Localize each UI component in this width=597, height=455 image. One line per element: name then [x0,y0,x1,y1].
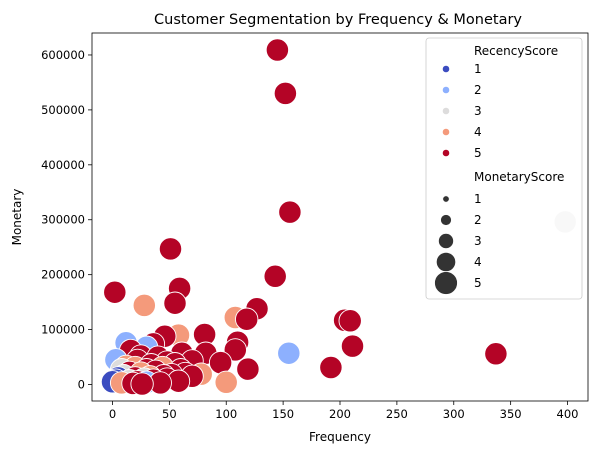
y-tick-label: 500000 [41,103,85,117]
data-point [158,237,183,261]
data-point [103,280,127,304]
legend-size-marker [442,195,450,203]
legend-box [425,37,583,300]
y-tick-label: 0 [78,378,85,392]
y-axis-ticks: 0 100000 200000 300000 400000 500000 600000 [41,48,92,392]
x-tick-label: 350 [500,407,522,421]
legend-hue-entries: 1 2 3 4 5 [442,62,482,160]
data-point [319,355,343,380]
legend-hue-marker [442,86,450,94]
legend-hue-marker [442,149,450,157]
legend-size-marker [434,271,458,295]
x-tick-label: 400 [557,407,579,421]
x-axis-label: Frequency [309,430,371,444]
legend-hue-marker [442,107,450,115]
legend-size-label: 3 [474,234,482,248]
legend-hue-label: 1 [474,62,482,76]
data-point [273,81,298,106]
data-point [163,291,187,315]
legend-hue-label: 3 [474,104,482,118]
legend-size-marker [438,233,454,249]
legend-size-label: 1 [474,192,482,206]
x-tick-label: 100 [215,407,237,421]
legend-hue-label: 2 [474,83,482,97]
x-tick-label: 150 [272,407,294,421]
data-point [278,200,302,224]
x-tick-label: 0 [109,407,116,421]
legend-hue-title: RecencyScore [474,44,558,58]
legend-hue-marker [442,65,450,73]
data-point [338,309,362,333]
y-tick-label: 400000 [41,158,85,172]
x-tick-label: 200 [329,407,351,421]
chart-title: Customer Segmentation by Frequency & Mon… [154,12,522,28]
x-axis-ticks: 0 50 100 150 200 250 300 350 400 [109,401,579,421]
data-point [214,370,238,394]
data-point [208,350,233,375]
x-tick-label: 250 [386,407,408,421]
points-layer [100,38,577,396]
data-point [277,341,301,365]
legend-hue-label: 4 [474,125,482,139]
data-point [340,334,365,358]
y-tick-label: 600000 [41,48,85,62]
x-tick-label: 300 [443,407,465,421]
legend-size-label: 5 [474,276,482,290]
data-point [130,372,154,396]
y-axis-label: Monetary [10,189,24,246]
y-tick-label: 300000 [41,213,85,227]
legend: RecencyScore 1 2 3 4 5 MonetaryScore 1 2 3 4 5 [425,37,583,300]
data-point [236,357,260,381]
data-point [265,38,290,62]
legend-hue-label: 5 [474,146,482,160]
legend-size-label: 2 [474,213,482,227]
legend-size-marker [440,214,452,226]
legend-size-entries: 1 2 3 4 5 [434,192,482,295]
y-tick-label: 100000 [41,323,85,337]
data-point [484,342,508,366]
legend-size-label: 4 [474,255,482,269]
data-point [132,293,156,318]
data-point [263,264,287,288]
x-tick-label: 50 [162,407,177,421]
y-tick-label: 200000 [41,268,85,282]
legend-size-title: MonetaryScore [474,170,564,184]
legend-hue-marker [442,128,450,136]
data-point [235,307,259,331]
legend-size-marker [436,252,456,272]
